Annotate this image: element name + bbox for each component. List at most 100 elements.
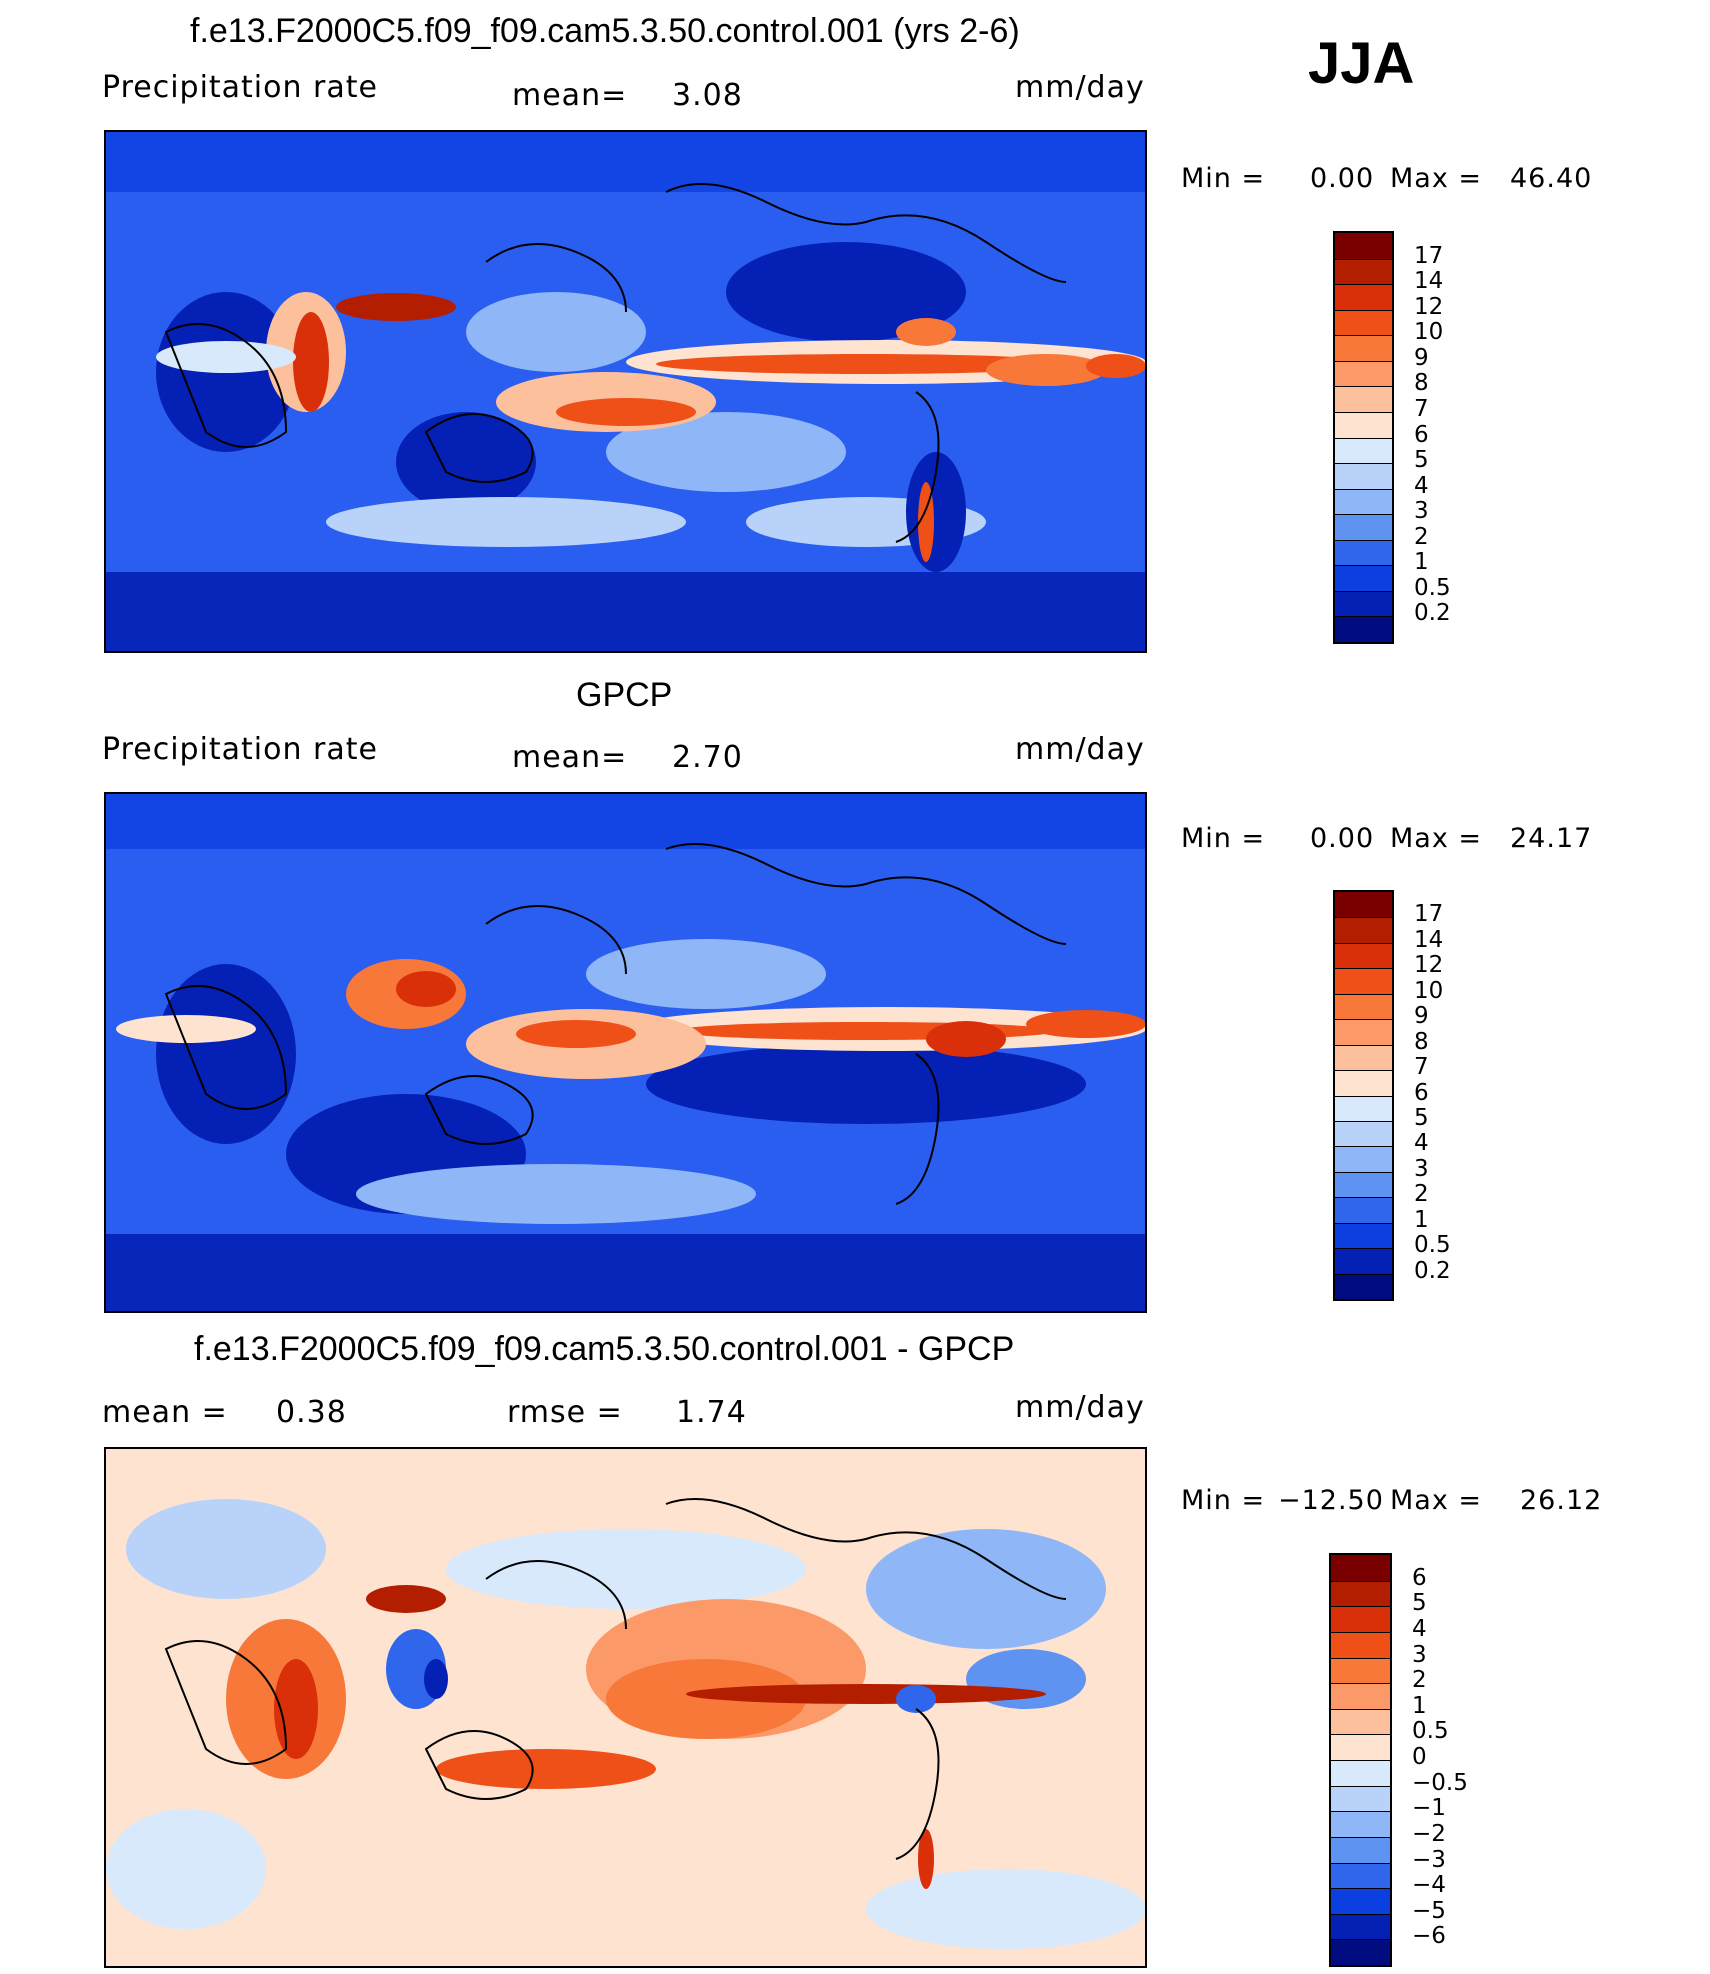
panel-2-mean-label: mean= <box>512 740 628 775</box>
panel-1-max-label: Max = <box>1390 163 1483 194</box>
colorbar-tick-label: 0 <box>1412 1744 1427 1770</box>
colorbar-swatch <box>1335 565 1392 591</box>
colorbar-tick-label: 5 <box>1412 1590 1427 1617</box>
colorbar-swatch <box>1331 1708 1390 1735</box>
panel-2-mean-value: 2.70 <box>672 740 743 775</box>
panel-2-map <box>104 792 1147 1313</box>
colorbar-swatch <box>1331 1811 1390 1837</box>
colorbar-swatch <box>1335 309 1392 336</box>
colorbar-tick-label: 1 <box>1414 1206 1429 1233</box>
colorbar-tick-label: 8 <box>1414 370 1429 397</box>
panel-2-min-value: 0.00 <box>1310 823 1375 854</box>
colorbar-swatch <box>1335 942 1392 969</box>
colorbar-tick-label: 17 <box>1414 901 1444 928</box>
colorbar-tick-label: 4 <box>1414 472 1429 499</box>
colorbar-tick-label: 3 <box>1414 1155 1429 1182</box>
colorbar-tick-label: 1 <box>1414 549 1429 576</box>
colorbar-swatch <box>1335 1044 1392 1071</box>
panel-2-title: GPCP <box>576 676 673 714</box>
colorbar-swatch <box>1331 1606 1390 1632</box>
colorbar-swatch <box>1335 411 1392 438</box>
colorbar-tick-label: 0.5 <box>1412 1718 1449 1745</box>
colorbar-tick-label: 12 <box>1414 293 1444 320</box>
colorbar-swatch <box>1335 284 1392 310</box>
colorbar-tick-label: 10 <box>1414 319 1444 346</box>
colorbar-swatch <box>1335 1120 1392 1147</box>
colorbar-tick-label: −4 <box>1412 1872 1446 1899</box>
colorbar-tick-label: 3 <box>1412 1641 1427 1668</box>
panel-3-title: f.e13.F2000C5.f09_f09.cam5.3.50.control.… <box>194 1330 1015 1368</box>
colorbar-swatch <box>1331 1734 1390 1760</box>
colorbar-swatch <box>1335 233 1392 259</box>
colorbar-tick-label: 4 <box>1412 1615 1427 1642</box>
panel-1-title: f.e13.F2000C5.f09_f09.cam5.3.50.control.… <box>190 12 1020 50</box>
panel-2-max-label: Max = <box>1390 823 1483 854</box>
panel-1-mean-label: mean= <box>512 78 628 113</box>
colorbar-swatch <box>1335 488 1392 515</box>
colorbar-tick-label: 7 <box>1414 395 1429 422</box>
panel-3-colorbar <box>1329 1553 1392 1967</box>
panel-3-map <box>104 1447 1147 1968</box>
panel-3-map-field <box>106 1449 1145 1966</box>
colorbar-swatch <box>1331 1785 1390 1812</box>
colorbar-tick-label: 2 <box>1414 1181 1429 1208</box>
panel-1-mean-value: 3.08 <box>672 78 743 113</box>
panel-3-rmse-label: rmse = <box>507 1395 623 1430</box>
panel-3-max-label: Max = <box>1390 1485 1483 1516</box>
colorbar-swatch <box>1331 1913 1390 1940</box>
colorbar-swatch <box>1335 335 1392 361</box>
colorbar-swatch <box>1335 1248 1392 1274</box>
colorbar-swatch <box>1331 1760 1390 1786</box>
colorbar-tick-label: 2 <box>1414 523 1429 550</box>
colorbar-swatch <box>1331 1836 1390 1863</box>
colorbar-tick-label: 9 <box>1414 1003 1429 1030</box>
colorbar-tick-label: −2 <box>1412 1820 1446 1847</box>
panel-1-map <box>104 130 1147 653</box>
colorbar-swatch <box>1335 514 1392 540</box>
panel-1-max-value: 46.40 <box>1510 163 1593 194</box>
panel-2-variable-label: Precipitation rate <box>102 732 378 767</box>
colorbar-swatch <box>1335 437 1392 464</box>
panel-3-rmse-value: 1.74 <box>676 1395 747 1430</box>
colorbar-swatch <box>1331 1862 1390 1889</box>
colorbar-tick-label: 6 <box>1414 421 1429 448</box>
colorbar-tick-label: 3 <box>1414 498 1429 525</box>
panel-1-units: mm/day <box>1015 70 1145 105</box>
colorbar-swatch <box>1335 1171 1392 1198</box>
colorbar-swatch <box>1331 1683 1390 1709</box>
colorbar-tick-label: −3 <box>1412 1846 1446 1873</box>
colorbar-swatch <box>1331 1580 1390 1607</box>
panel-2-map-field <box>106 794 1145 1311</box>
colorbar-tick-label: 8 <box>1414 1028 1429 1055</box>
panel-2-max-value: 24.17 <box>1510 823 1593 854</box>
colorbar-swatch <box>1335 1019 1392 1045</box>
colorbar-swatch <box>1335 968 1392 994</box>
colorbar-swatch <box>1335 993 1392 1020</box>
colorbar-tick-label: 0.2 <box>1414 600 1451 627</box>
colorbar-swatch <box>1335 917 1392 943</box>
panel-1-min-value: 0.00 <box>1310 163 1375 194</box>
colorbar-swatch <box>1335 386 1392 412</box>
colorbar-swatch <box>1335 892 1392 918</box>
colorbar-swatch <box>1335 1146 1392 1172</box>
colorbar-swatch <box>1331 1555 1390 1581</box>
panel-2-colorbar <box>1333 890 1394 1301</box>
colorbar-tick-label: −1 <box>1412 1795 1446 1822</box>
panel-1-map-field <box>106 132 1145 651</box>
colorbar-swatch <box>1331 1939 1390 1965</box>
colorbar-tick-label: 0.2 <box>1414 1257 1451 1284</box>
colorbar-swatch <box>1335 1095 1392 1121</box>
panel-3-min-label: Min = <box>1181 1485 1266 1516</box>
colorbar-tick-label: 5 <box>1414 447 1429 474</box>
colorbar-swatch <box>1331 1631 1390 1658</box>
colorbar-swatch <box>1335 258 1392 285</box>
panel-2-min-label: Min = <box>1181 823 1266 854</box>
colorbar-tick-label: 5 <box>1414 1104 1429 1131</box>
colorbar-tick-label: 14 <box>1414 926 1444 953</box>
panel-1-variable-label: Precipitation rate <box>102 70 378 105</box>
colorbar-tick-label: 6 <box>1412 1564 1427 1591</box>
colorbar-tick-label: 9 <box>1414 344 1429 371</box>
panel-2-units: mm/day <box>1015 732 1145 767</box>
colorbar-swatch <box>1335 1070 1392 1096</box>
colorbar-swatch <box>1335 463 1392 489</box>
